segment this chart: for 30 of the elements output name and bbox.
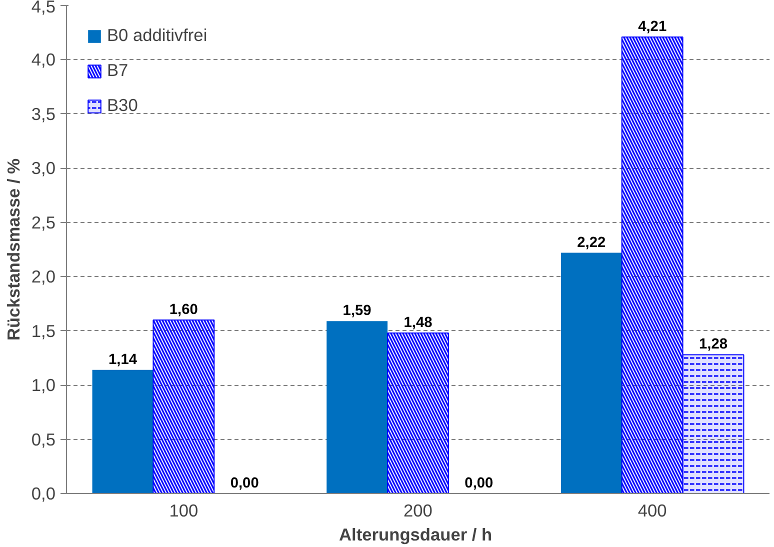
data-label: 1,28 [698,336,728,353]
data-label: 1,59 [342,303,372,320]
y-tick-label: 2,5 [31,212,56,232]
y-tick-label: 4,0 [31,50,56,70]
legend-label: B30 [107,95,138,116]
x-tick-label: 100 [169,500,198,520]
y-tick-label: 0,0 [31,484,56,504]
y-tick-label: 1,5 [31,320,56,341]
bar [92,370,154,494]
data-label: 1,14 [108,352,138,368]
data-label: 0,00 [464,476,494,492]
data-label: 0,00 [230,476,259,492]
y-tick-label: 1,0 [31,375,56,396]
data-label: 1,60 [169,302,198,318]
y-tick-label: 4,5 [31,0,56,16]
data-label: 1,48 [404,315,432,331]
y-tick-label: 2,0 [31,266,56,287]
legend-label: B7 [107,60,128,81]
x-axis-title: Alterungsdauer / h [339,524,492,544]
y-tick-label: 0,5 [31,429,56,450]
y-axis-title: Rückstandsmasse / % [3,158,24,341]
x-tick-label: 400 [638,500,667,520]
y-tick-label: 3,0 [31,158,56,178]
bar [560,252,622,494]
data-label: 4,21 [638,18,667,35]
legend-label: B0 additivfrei [107,25,208,46]
bar [326,321,388,494]
y-tick-label: 3,5 [31,104,56,124]
x-tick-label: 200 [404,500,432,520]
data-label: 2,22 [577,234,606,251]
